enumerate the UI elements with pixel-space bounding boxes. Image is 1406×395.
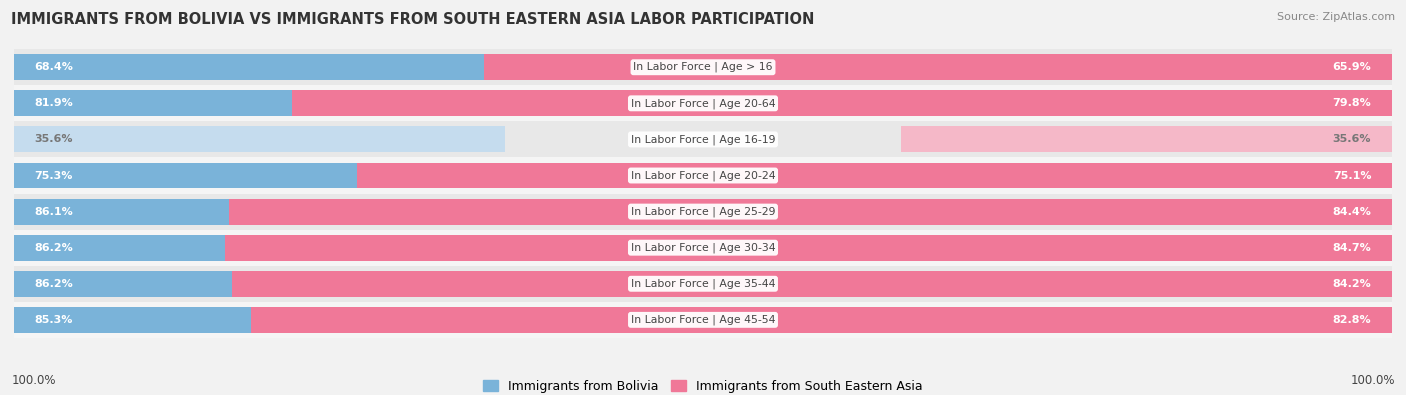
Text: 81.9%: 81.9%: [35, 98, 73, 108]
Text: 75.3%: 75.3%: [35, 171, 73, 181]
Bar: [14, 158, 1392, 194]
Bar: [14, 302, 1392, 338]
Text: In Labor Force | Age 30-34: In Labor Force | Age 30-34: [631, 243, 775, 253]
Bar: [901, 126, 1392, 152]
Text: 35.6%: 35.6%: [1333, 134, 1371, 145]
Bar: [14, 307, 1189, 333]
Bar: [14, 49, 1392, 85]
Text: 85.3%: 85.3%: [35, 315, 73, 325]
Bar: [14, 266, 1392, 302]
Text: 86.2%: 86.2%: [35, 279, 73, 289]
Bar: [225, 235, 1392, 261]
Text: 100.0%: 100.0%: [11, 374, 56, 387]
Text: 100.0%: 100.0%: [1350, 374, 1395, 387]
Bar: [484, 54, 1392, 80]
Bar: [357, 162, 1392, 188]
Bar: [14, 126, 505, 152]
Text: Source: ZipAtlas.com: Source: ZipAtlas.com: [1277, 12, 1395, 22]
Text: 75.1%: 75.1%: [1333, 171, 1371, 181]
Text: In Labor Force | Age 25-29: In Labor Force | Age 25-29: [631, 206, 775, 217]
Text: In Labor Force | Age 20-64: In Labor Force | Age 20-64: [631, 98, 775, 109]
Bar: [14, 162, 1052, 188]
Bar: [14, 235, 1202, 261]
Text: 86.2%: 86.2%: [35, 243, 73, 253]
Text: 35.6%: 35.6%: [35, 134, 73, 145]
Bar: [14, 199, 1201, 225]
Legend: Immigrants from Bolivia, Immigrants from South Eastern Asia: Immigrants from Bolivia, Immigrants from…: [478, 375, 928, 395]
Text: 84.2%: 84.2%: [1333, 279, 1371, 289]
Bar: [252, 307, 1392, 333]
Bar: [229, 199, 1392, 225]
Bar: [14, 194, 1392, 229]
Text: In Labor Force | Age 16-19: In Labor Force | Age 16-19: [631, 134, 775, 145]
Bar: [232, 271, 1392, 297]
Bar: [14, 85, 1392, 121]
Text: 68.4%: 68.4%: [35, 62, 73, 72]
Bar: [14, 54, 956, 80]
Text: 65.9%: 65.9%: [1333, 62, 1371, 72]
Text: 84.7%: 84.7%: [1333, 243, 1371, 253]
Bar: [14, 121, 1392, 158]
Bar: [292, 90, 1392, 116]
Text: 82.8%: 82.8%: [1333, 315, 1371, 325]
Text: IMMIGRANTS FROM BOLIVIA VS IMMIGRANTS FROM SOUTH EASTERN ASIA LABOR PARTICIPATIO: IMMIGRANTS FROM BOLIVIA VS IMMIGRANTS FR…: [11, 12, 814, 27]
Text: In Labor Force | Age 45-54: In Labor Force | Age 45-54: [631, 314, 775, 325]
Bar: [14, 271, 1202, 297]
Text: 84.4%: 84.4%: [1333, 207, 1371, 216]
Text: 86.1%: 86.1%: [35, 207, 73, 216]
Bar: [14, 90, 1143, 116]
Bar: [14, 229, 1392, 266]
Text: In Labor Force | Age 20-24: In Labor Force | Age 20-24: [631, 170, 775, 181]
Text: In Labor Force | Age 35-44: In Labor Force | Age 35-44: [631, 278, 775, 289]
Text: In Labor Force | Age > 16: In Labor Force | Age > 16: [633, 62, 773, 73]
Text: 79.8%: 79.8%: [1333, 98, 1371, 108]
